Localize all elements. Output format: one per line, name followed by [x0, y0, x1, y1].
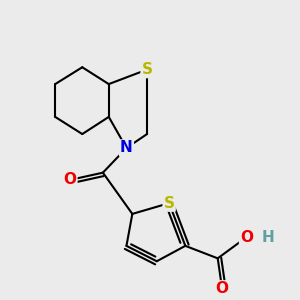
Text: S: S	[142, 62, 153, 77]
Text: N: N	[120, 140, 133, 155]
Text: H: H	[261, 230, 274, 244]
Text: O: O	[63, 172, 76, 188]
Text: O: O	[216, 281, 229, 296]
Text: O: O	[240, 230, 253, 244]
Text: S: S	[164, 196, 175, 211]
